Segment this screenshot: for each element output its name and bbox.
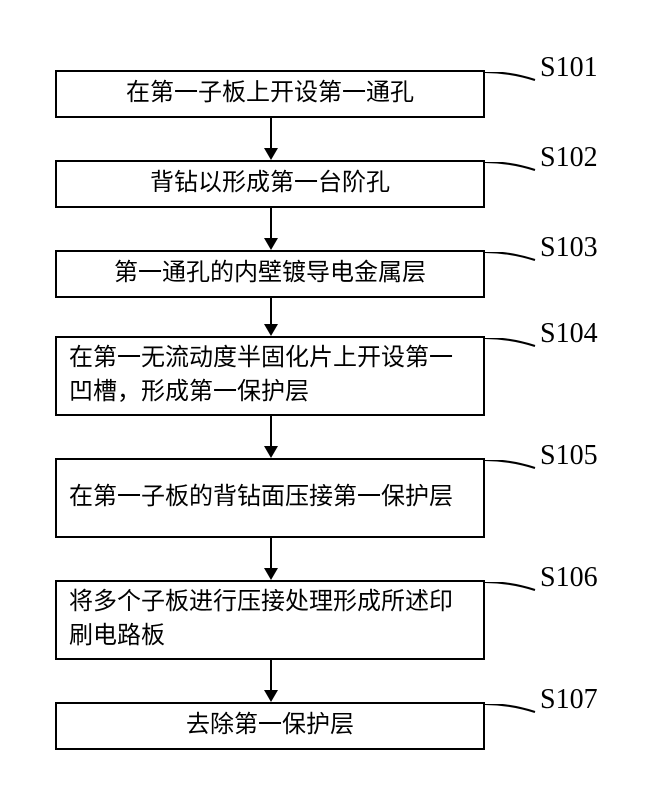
step-text: 在第一子板上开设第一通孔 [69,77,471,111]
leader-line-icon [485,72,539,84]
step-label-s102: S102 [540,142,598,174]
step-box-s104: 在第一无流动度半固化片上开设第一凹槽，形成第一保护层 [55,336,485,416]
step-label-s105: S105 [540,440,598,472]
step-text: 在第一子板的背钻面压接第一保护层 [69,481,471,515]
arrow-down-icon [264,568,278,580]
connector-line [270,208,272,240]
connector-line [270,416,272,448]
arrow-down-icon [264,324,278,336]
leader-line-icon [485,704,539,716]
step-text: 去除第一保护层 [69,709,471,743]
arrow-down-icon [264,238,278,250]
step-text: 第一通孔的内壁镀导电金属层 [69,257,471,291]
step-text: 在第一无流动度半固化片上开设第一凹槽，形成第一保护层 [69,342,471,409]
leader-line-icon [485,162,539,174]
step-label-s103: S103 [540,232,598,264]
step-text: 背钻以形成第一台阶孔 [69,167,471,201]
step-box-s102: 背钻以形成第一台阶孔 [55,160,485,208]
step-label-s107: S107 [540,684,598,716]
leader-line-icon [485,460,539,472]
connector-line [270,118,272,150]
flowchart-container: 在第一子板上开设第一通孔 S101 背钻以形成第一台阶孔 S102 第一通孔的内壁镀导电… [0,40,672,789]
step-label-s104: S104 [540,318,598,350]
leader-line-icon [485,338,539,350]
step-box-s106: 将多个子板进行压接处理形成所述印刷电路板 [55,580,485,660]
connector-line [270,538,272,570]
connector-line [270,298,272,326]
step-box-s105: 在第一子板的背钻面压接第一保护层 [55,458,485,538]
step-box-s107: 去除第一保护层 [55,702,485,750]
step-box-s103: 第一通孔的内壁镀导电金属层 [55,250,485,298]
leader-line-icon [485,252,539,264]
step-box-s101: 在第一子板上开设第一通孔 [55,70,485,118]
step-label-s101: S101 [540,52,598,84]
leader-line-icon [485,582,539,594]
arrow-down-icon [264,148,278,160]
arrow-down-icon [264,690,278,702]
arrow-down-icon [264,446,278,458]
connector-line [270,660,272,692]
step-label-s106: S106 [540,562,598,594]
step-text: 将多个子板进行压接处理形成所述印刷电路板 [69,586,471,653]
